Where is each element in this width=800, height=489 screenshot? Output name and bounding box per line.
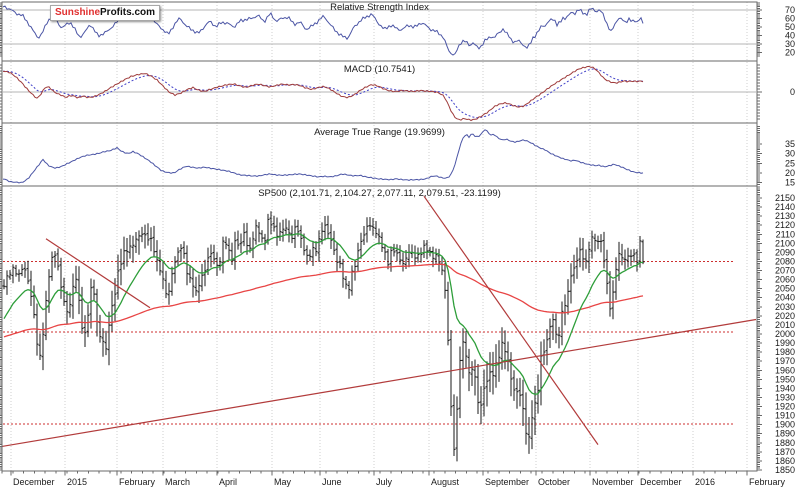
trendline-3: [1, 318, 757, 448]
svg-text:1940: 1940: [775, 383, 795, 393]
svg-text:60: 60: [785, 14, 795, 24]
svg-text:50: 50: [785, 22, 795, 32]
svg-text:1930: 1930: [775, 392, 795, 402]
svg-text:30: 30: [785, 39, 795, 49]
svg-text:2090: 2090: [775, 247, 795, 257]
svg-text:2100: 2100: [775, 238, 795, 248]
logo-text-sunshine: Sunshine: [55, 7, 101, 18]
month-label: April: [219, 477, 237, 487]
svg-text:1900: 1900: [775, 420, 795, 430]
svg-text:1860: 1860: [775, 456, 795, 466]
month-label: March: [165, 477, 190, 487]
svg-text:1990: 1990: [775, 338, 795, 348]
month-label: June: [322, 477, 342, 487]
support-resistance-levels: [3, 260, 733, 425]
svg-text:2050: 2050: [775, 284, 795, 294]
svg-text:20: 20: [785, 48, 795, 58]
x-axis: December 2015 February March April May June Jul…: [1, 471, 786, 487]
month-label: December: [640, 477, 682, 487]
svg-text:2030: 2030: [775, 302, 795, 312]
svg-text:2020: 2020: [775, 311, 795, 321]
svg-text:1890: 1890: [775, 429, 795, 439]
svg-text:2130: 2130: [775, 211, 795, 221]
svg-text:35: 35: [785, 139, 795, 149]
svg-text:1960: 1960: [775, 365, 795, 375]
svg-text:2120: 2120: [775, 220, 795, 230]
svg-text:15: 15: [785, 178, 795, 188]
svg-text:1850: 1850: [775, 465, 795, 475]
month-label: February: [749, 477, 786, 487]
trendlines: [1, 195, 757, 448]
svg-text:2140: 2140: [775, 202, 795, 212]
svg-text:70: 70: [785, 5, 795, 15]
rsi-line: [2, 5, 644, 56]
svg-text:2060: 2060: [775, 275, 795, 285]
svg-text:1950: 1950: [775, 374, 795, 384]
sunshineprofits-logo[interactable]: SunshineProfits.com: [50, 5, 161, 21]
logo-text-profits: Profits.com: [100, 7, 156, 18]
svg-text:1920: 1920: [775, 402, 795, 412]
svg-text:1910: 1910: [775, 411, 795, 421]
svg-text:30: 30: [785, 149, 795, 159]
month-label: February: [119, 477, 156, 487]
svg-text:2150: 2150: [775, 193, 795, 203]
month-label: August: [431, 477, 460, 487]
atr-panel-border: [1, 122, 758, 187]
svg-text:2080: 2080: [775, 256, 795, 266]
macd-signal-line: [3, 68, 644, 119]
month-label: October: [538, 477, 570, 487]
svg-text:1970: 1970: [775, 356, 795, 366]
month-gridlines: [10, 2, 748, 471]
slow-ma-line: [3, 263, 644, 338]
fast-ma-line: [3, 233, 644, 395]
macd-line: [2, 65, 644, 122]
month-label: November: [592, 477, 634, 487]
svg-text:25: 25: [785, 158, 795, 168]
svg-text:1870: 1870: [775, 447, 795, 457]
svg-text:0: 0: [790, 87, 795, 97]
svg-text:2040: 2040: [775, 293, 795, 303]
price-bars: [2, 211, 645, 462]
y-axis: 7060504030200353025201521502140213021202…: [0, 2, 795, 475]
svg-text:1880: 1880: [775, 438, 795, 448]
month-label: May: [274, 477, 292, 487]
svg-text:2110: 2110: [776, 229, 795, 239]
svg-text:1980: 1980: [775, 347, 795, 357]
svg-text:2010: 2010: [775, 320, 795, 330]
atr-line: [2, 129, 644, 184]
svg-text:2070: 2070: [775, 266, 795, 276]
svg-text:20: 20: [785, 168, 795, 178]
month-label: December: [13, 477, 55, 487]
svg-text:40: 40: [785, 31, 795, 41]
trendline-2: [423, 195, 599, 445]
trendline-1: [45, 238, 151, 309]
svg-text:2000: 2000: [775, 329, 795, 339]
month-label: July: [376, 477, 393, 487]
month-label: 2015: [67, 477, 87, 487]
month-label: September: [485, 477, 529, 487]
month-label: 2016: [695, 477, 715, 487]
